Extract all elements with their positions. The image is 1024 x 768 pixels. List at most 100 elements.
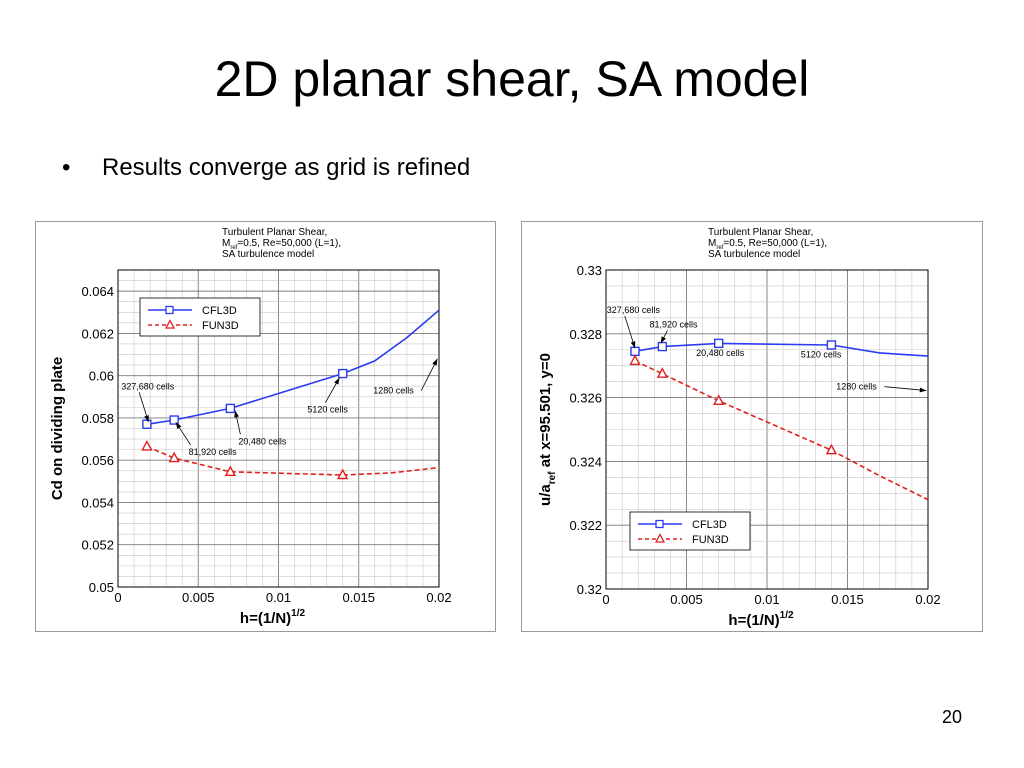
y-tick-label: 0.05 [89, 580, 114, 595]
data-point-cfl3d [225, 403, 236, 414]
annotation-arrow-head [234, 410, 239, 418]
plot-frame [117, 269, 440, 588]
x-tick-label: 0.015 [831, 592, 864, 607]
annotation-arrow-head [630, 341, 636, 349]
series-line-fun3d [146, 445, 439, 476]
x-axis-label-exponent: 1/2 [780, 610, 794, 621]
x-tick-label: 0.01 [266, 590, 291, 605]
legend-label: CFL3D [202, 305, 237, 317]
chart-title-part: M [708, 238, 716, 249]
legend-label: FUN3D [202, 320, 239, 332]
x-tick-label: 0.01 [754, 592, 779, 607]
y-tick-label: 0.062 [81, 326, 114, 341]
legend: CFL3D FUN3D [139, 297, 261, 337]
legend: CFL3D FUN3D [629, 511, 751, 551]
chart-title-subscript: ref [716, 245, 723, 251]
y-tick-label: 0.054 [81, 495, 114, 510]
data-point-fun3d [629, 354, 641, 366]
data-point-cfl3d [826, 340, 837, 350]
grid-size-annotation: 81,920 cells [189, 447, 238, 457]
grid-size-annotation: 5120 cells [307, 405, 348, 415]
y-axis-label: u/aref at x=95.501, y=0 [537, 353, 558, 506]
y-axis-label-part: at x=95.501, y=0 [537, 353, 554, 471]
x-tick-label: 0 [602, 592, 609, 607]
data-point-cfl3d [142, 419, 152, 429]
y-tick-label: 0.064 [81, 284, 114, 299]
legend-marker-triangle [654, 533, 666, 543]
grid-size-annotation: 1280 cells [836, 382, 877, 392]
bullet-item: • Results converge as grid is refined [62, 154, 470, 182]
legend-label: FUN3D [692, 534, 729, 546]
data-point-cfl3d [713, 338, 724, 349]
grid-size-annotation: 20,480 cells [238, 436, 287, 446]
legend-box [139, 297, 261, 337]
legend-marker-square [165, 305, 174, 315]
chart-title-part: =0.5, Re=50,000 (L=1), [237, 238, 341, 249]
data-point-cfl3d [338, 368, 348, 379]
series-line-fun3d [634, 360, 928, 501]
grid-size-annotation: 327,680 cells [121, 381, 175, 391]
x-tick-label: 0.005 [670, 592, 703, 607]
x-tick-label: 0.02 [426, 590, 451, 605]
y-tick-label: 0.06 [89, 369, 114, 384]
data-point-cfl3d [630, 346, 640, 357]
series-cfl3d [142, 309, 439, 429]
data-point-fun3d [224, 465, 237, 477]
x-tick-label: 0.02 [915, 592, 940, 607]
x-tick-label: 0.005 [182, 590, 215, 605]
data-point-fun3d [141, 439, 153, 451]
y-tick-label: 0.058 [81, 411, 114, 426]
chart-title-subscript: ref [230, 245, 237, 251]
chart-cd-svg: 0 0.005 0.01 0.015 0.02 0.05 0.052 0.054 0.056 0.… [49, 227, 452, 627]
data-point-fun3d [656, 367, 669, 378]
chart-title-part: M [222, 238, 230, 249]
grid-size-annotation: 81,920 cells [649, 319, 698, 329]
chart-title-line: SA turbulence model [222, 249, 314, 260]
chart-title-line: Turbulent Planar Shear, [708, 227, 813, 238]
annotation-arrow-line [884, 386, 927, 391]
annotation-arrow-head [175, 422, 182, 429]
chart-title-line: Turbulent Planar Shear, [222, 227, 327, 238]
legend-label: CFL3D [692, 519, 727, 531]
x-axis-label-exponent: 1/2 [291, 608, 305, 619]
data-point-cfl3d [169, 415, 179, 425]
page-number: 20 [941, 707, 962, 727]
annotation-arrow-head [432, 358, 438, 366]
chart-title-line: Mref=0.5, Re=50,000 (L=1), [222, 238, 341, 251]
y-tick-label: 0.052 [81, 538, 114, 553]
annotation-arrow-head [144, 415, 149, 423]
x-tick-label: 0 [114, 590, 121, 605]
y-tick-label: 0.32 [577, 582, 602, 597]
y-axis-label: Cd on dividing plate [49, 357, 66, 500]
legend-box [629, 511, 751, 551]
x-tick-label: 0.015 [342, 590, 375, 605]
y-tick-label: 0.056 [81, 453, 114, 468]
y-axis-label-part: u/a [537, 484, 554, 506]
data-point-fun3d [825, 443, 838, 455]
grid-size-annotation: 5120 cells [801, 350, 842, 360]
annotation-arrow-head [919, 387, 927, 393]
data-point-cfl3d [657, 341, 668, 352]
x-axis-label: h=(1/N)1/2 [728, 610, 794, 629]
grid-size-annotation: 327,680 cells [607, 305, 661, 315]
y-tick-label: 0.326 [569, 391, 602, 406]
y-tick-label: 0.322 [569, 518, 602, 533]
chart-velocity-svg: 0 0.005 0.01 0.015 0.02 0.32 0.322 0.324 0.326 0.… [537, 227, 941, 629]
y-tick-label: 0.33 [577, 263, 602, 278]
chart-title-part: =0.5, Re=50,000 (L=1), [723, 238, 827, 249]
y-tick-label: 0.324 [569, 454, 602, 469]
annotation-arrow-head [334, 377, 340, 385]
legend-marker-triangle [164, 319, 176, 329]
grid-size-annotation: 1280 cells [373, 386, 414, 396]
series-cfl3d [630, 338, 928, 357]
y-tick-label: 0.328 [569, 327, 602, 342]
annotation-arrow-head [660, 336, 666, 344]
chart-title-line: Mref=0.5, Re=50,000 (L=1), [708, 238, 827, 251]
chart-panel-cd: 0 0.005 0.01 0.015 0.02 0.05 0.052 0.054 0.056 0.… [35, 221, 496, 632]
data-point-fun3d [337, 468, 349, 480]
chart-panel-velocity: 0 0.005 0.01 0.015 0.02 0.32 0.322 0.324 0.326 0.… [521, 221, 983, 632]
data-point-fun3d [168, 451, 180, 463]
legend-marker-square [655, 519, 664, 529]
slide-title: 2D planar shear, SA model [214, 51, 810, 107]
data-point-fun3d [713, 394, 725, 405]
